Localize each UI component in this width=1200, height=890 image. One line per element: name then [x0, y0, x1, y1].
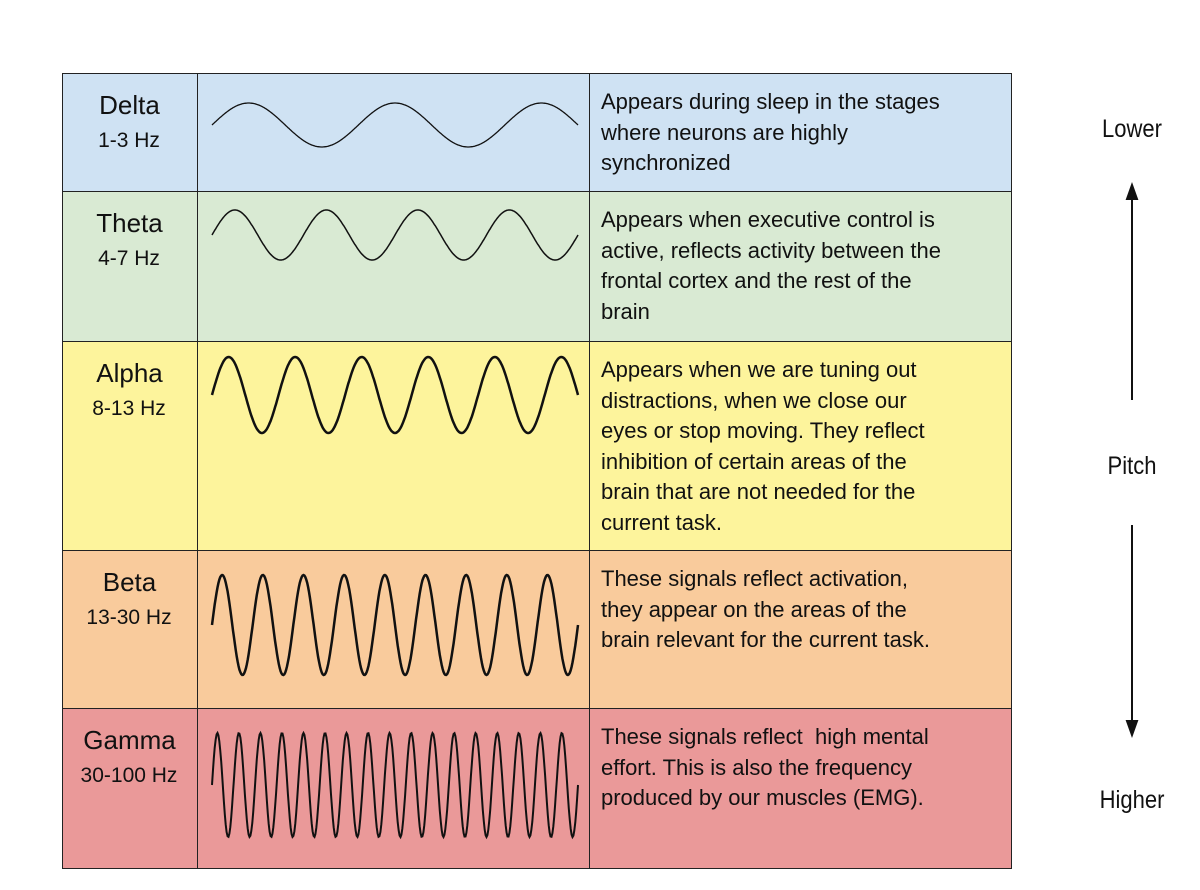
wave-frequency: 8-13 Hz	[92, 397, 166, 420]
wave	[211, 209, 579, 261]
name-cell	[62, 550, 199, 710]
wave-description: Appears when we are tuning out distractio…	[601, 355, 925, 538]
arrow-head	[1125, 720, 1139, 738]
arrow-head	[1125, 182, 1139, 200]
description-cell	[589, 341, 1012, 552]
wave-frequency: 30-100 Hz	[80, 764, 178, 787]
wave-description: These signals reflect activation, they ap…	[601, 564, 930, 656]
wave-name: Gamma	[83, 725, 176, 755]
wave	[210, 355, 580, 435]
pitch-arrows	[1125, 182, 1139, 738]
scale-middle: Pitch	[1107, 452, 1157, 480]
description-line: brain relevant for the current task.	[601, 627, 930, 652]
description-line: eyes or stop moving. They reflect	[601, 418, 925, 443]
description-line: effort. This is also the frequency	[601, 754, 913, 780]
wave-name: Theta	[96, 208, 163, 238]
scale-top: Lower	[1102, 115, 1162, 143]
description-line: produced by our muscles (EMG).	[601, 785, 924, 810]
description-line: brain that are not needed for the	[601, 479, 916, 504]
wave-frequency: 1-3 Hz	[98, 129, 160, 152]
name-cell	[62, 73, 199, 193]
description-line: active, reflects activity between the	[601, 237, 941, 263]
name-cell	[62, 708, 199, 869]
description-line: brain	[601, 298, 650, 324]
wave-name: Alpha	[96, 358, 163, 388]
description-line: they appear on the areas of the	[601, 596, 907, 622]
wave-description: Appears when executive control is active,…	[601, 205, 941, 327]
wave-name: Beta	[102, 567, 157, 597]
wave	[211, 730, 579, 840]
description-line: inhibition of certain areas of the	[601, 448, 907, 474]
wave-cell	[197, 191, 591, 343]
name-cell	[62, 341, 199, 552]
description-line: These signals reflect activation,	[601, 566, 908, 591]
description-line: where neurons are highly	[601, 119, 849, 145]
wave-frequency: 13-30 Hz	[86, 606, 172, 629]
scale-bottom: Higher	[1099, 786, 1165, 814]
description-cell	[589, 191, 1012, 343]
description-cell	[589, 550, 1012, 710]
description-line: Appears during sleep in the stages	[601, 89, 940, 114]
wave-description: Appears during sleep in the stages where …	[601, 87, 940, 179]
description-line: synchronized	[601, 150, 731, 175]
wave-name: Delta	[99, 90, 160, 120]
wave-frequency: 4-7 Hz	[98, 247, 160, 270]
wave	[211, 102, 579, 148]
description-cell	[589, 708, 1012, 869]
description-line: frontal cortex and the rest of the	[601, 268, 912, 293]
wave-cell	[197, 341, 591, 552]
description-line: current task.	[601, 509, 723, 535]
description-line: These signals reflect high mental	[601, 724, 929, 749]
wave	[210, 573, 580, 677]
wave-description: These signals reflect high mental effort.…	[601, 722, 929, 814]
name-cell	[62, 191, 199, 343]
description-line: Appears when we are tuning out	[601, 357, 917, 382]
description-line: Appears when executive control is	[601, 207, 935, 232]
wave-cell	[197, 73, 591, 193]
description-line: distractions, when we close our	[601, 387, 907, 413]
